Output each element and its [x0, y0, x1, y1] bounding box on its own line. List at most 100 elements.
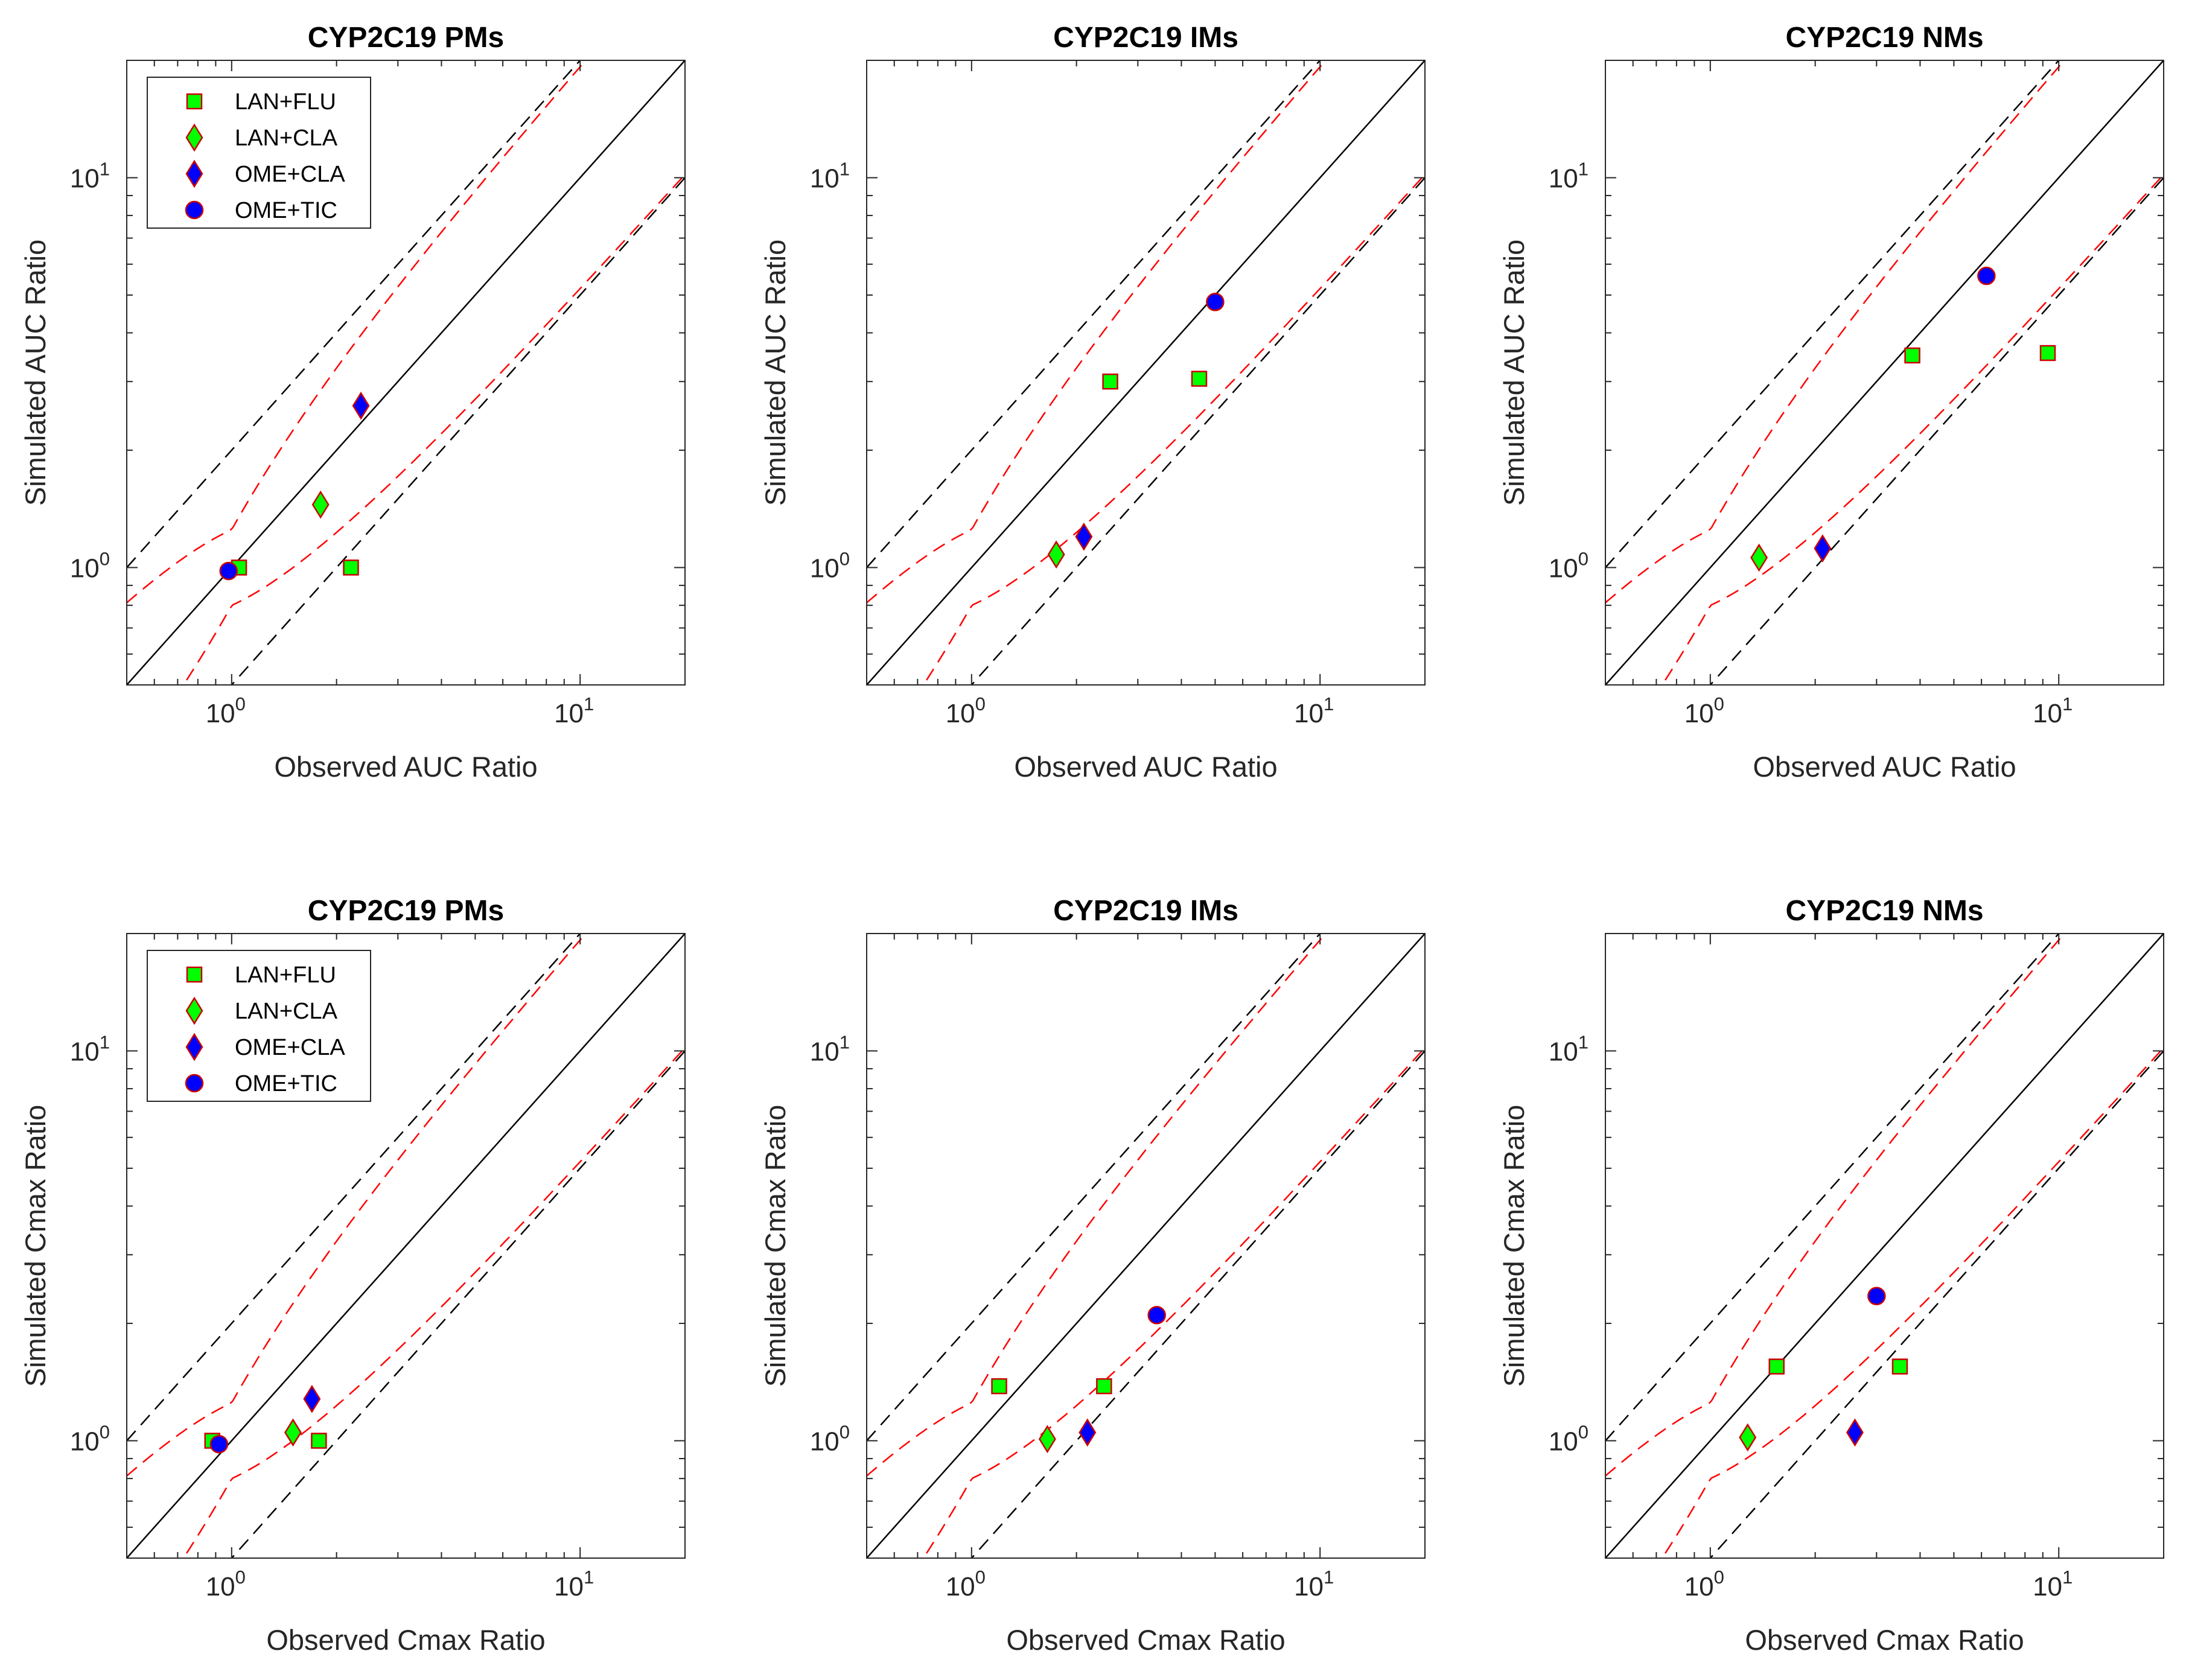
- ticks: [1605, 60, 2164, 686]
- axes-box: [866, 933, 1426, 1559]
- axes-box: [866, 60, 1426, 686]
- x-tick-label: 100: [206, 1567, 246, 1602]
- y-axis-label: Simulated AUC Ratio: [759, 240, 791, 506]
- data-point-lan-flu: [343, 559, 359, 576]
- data-point-lan-cla: [284, 1418, 302, 1447]
- data-points: [1739, 1287, 1908, 1452]
- x-axis-label: Observed AUC Ratio: [1753, 751, 2016, 783]
- guest-upper-line: [867, 60, 1327, 603]
- chart-title: CYP2C19 IMs: [1053, 895, 1238, 927]
- legend-marker-lan-cla: [185, 123, 203, 152]
- y-tick-label: 100: [1549, 549, 1589, 584]
- panel-5: 100 101 100 101 CYP2C19 IMs Observed Cmax Rat…: [759, 895, 1426, 1656]
- panel-3: 100 101 100 101 CYP2C19 NMs Observed AUC Rati…: [1498, 22, 2164, 783]
- reference-lines: [867, 60, 1425, 685]
- x-tick-label: 100: [206, 693, 246, 728]
- data-point-ome-tic: [1147, 1306, 1166, 1325]
- guest-lower-line: [922, 174, 1425, 685]
- legend-box: [147, 77, 371, 229]
- data-point-lan-cla: [1739, 1423, 1757, 1452]
- identity-line: [867, 934, 1425, 1558]
- data-point-ome-cla: [1814, 534, 1832, 563]
- ticks: [866, 60, 1426, 686]
- y-tick-label: 100: [1549, 1422, 1589, 1457]
- x-tick-label: 101: [554, 1567, 594, 1602]
- data-points: [1750, 266, 2056, 572]
- y-tick-label: 101: [810, 1031, 850, 1066]
- data-point-lan-flu: [311, 1433, 327, 1449]
- data-point-ome-tic: [1867, 1287, 1886, 1306]
- guest-upper-line: [1605, 60, 2066, 603]
- reference-lines: [1605, 60, 2164, 685]
- y-axis-label: Simulated Cmax Ratio: [19, 1105, 51, 1387]
- axes-box: [1605, 933, 2164, 1559]
- x-tick-label: 100: [946, 1567, 986, 1602]
- axes-box: [126, 933, 686, 1559]
- identity-line: [127, 60, 685, 685]
- twofold-lower-line: [970, 1050, 1425, 1558]
- x-tick-label: 101: [2033, 1567, 2073, 1602]
- data-point-lan-flu: [1904, 347, 1920, 364]
- panel-4: 100 101 100 101 CYP2C19 PMs Observed Cmax Rat…: [19, 895, 686, 1656]
- data-point-lan-flu: [1768, 1358, 1785, 1375]
- chart-title: CYP2C19 PMs: [308, 895, 504, 927]
- x-axis-label: Observed Cmax Ratio: [1006, 1624, 1285, 1656]
- x-axis-label: Observed Cmax Ratio: [1745, 1624, 2024, 1656]
- legend-label: OME+CLA: [235, 1035, 345, 1060]
- data-point-ome-tic: [219, 561, 238, 581]
- y-axis-label: Simulated Cmax Ratio: [1498, 1105, 1530, 1387]
- y-axis-label: Simulated AUC Ratio: [1498, 240, 1530, 506]
- y-tick-label: 100: [810, 549, 850, 584]
- y-tick-label: 101: [1549, 158, 1589, 193]
- legend-marker-ome-cla: [185, 159, 203, 188]
- guest-upper-line: [867, 934, 1327, 1477]
- x-tick-label: 101: [2033, 693, 2073, 728]
- guest-upper-line: [127, 934, 587, 1477]
- twofold-upper-line: [127, 934, 581, 1442]
- guest-upper-line: [127, 60, 587, 603]
- data-point-ome-cla: [1079, 1418, 1097, 1447]
- y-axis-label: Simulated Cmax Ratio: [759, 1105, 791, 1387]
- legend: LAN+FLU LAN+CLA OME+CLA OME+TIC: [147, 950, 371, 1102]
- twofold-upper-line: [1605, 934, 2060, 1442]
- x-axis-label: Observed Cmax Ratio: [266, 1624, 545, 1656]
- chart-title: CYP2C19 NMs: [1785, 22, 1983, 54]
- panel-2: 100 101 100 101 CYP2C19 IMs Observed AUC Rati…: [759, 22, 1426, 783]
- y-tick-label: 100: [810, 1422, 850, 1457]
- data-points: [219, 392, 370, 581]
- identity-line: [1605, 60, 2164, 685]
- guest-lower-line: [1661, 1047, 2164, 1558]
- legend-label: LAN+CLA: [235, 999, 338, 1024]
- twofold-lower-line: [970, 177, 1425, 685]
- data-point-ome-tic: [1977, 266, 1996, 285]
- data-point-ome-cla: [303, 1384, 321, 1413]
- data-point-lan-flu: [1096, 1378, 1112, 1395]
- legend-marker-ome-cla: [185, 1032, 203, 1061]
- data-point-ome-cla: [1075, 522, 1093, 551]
- ticks: [126, 60, 686, 686]
- data-point-lan-flu: [1102, 374, 1118, 390]
- x-axis-label: Observed AUC Ratio: [1014, 751, 1277, 783]
- twofold-upper-line: [867, 60, 1321, 568]
- y-tick-label: 101: [70, 1031, 110, 1066]
- twofold-upper-line: [127, 60, 581, 568]
- x-tick-label: 101: [1294, 693, 1334, 728]
- data-point-lan-flu: [2039, 345, 2056, 361]
- data-point-lan-flu: [1191, 371, 1208, 387]
- data-point-lan-cla: [1038, 1425, 1056, 1454]
- guest-lower-line: [922, 1047, 1425, 1558]
- legend-marker-ome-tic: [185, 200, 204, 220]
- y-tick-label: 101: [1549, 1031, 1589, 1066]
- panel-6: 100 101 100 101 CYP2C19 NMs Observed Cmax Rat…: [1498, 895, 2164, 1656]
- legend-marker-lan-flu: [186, 966, 203, 983]
- data-point-ome-cla: [352, 392, 370, 420]
- legend-label: OME+TIC: [235, 198, 337, 223]
- data-points: [1047, 293, 1225, 569]
- twofold-upper-line: [1605, 60, 2060, 568]
- y-axis-label: Simulated AUC Ratio: [19, 240, 51, 506]
- y-tick-label: 101: [810, 158, 850, 193]
- y-tick-label: 100: [70, 1422, 110, 1457]
- twofold-lower-line: [1709, 177, 2164, 685]
- panel-1: 100 101 100 101 CYP2C19 PMs Observed AUC Rati…: [19, 22, 686, 783]
